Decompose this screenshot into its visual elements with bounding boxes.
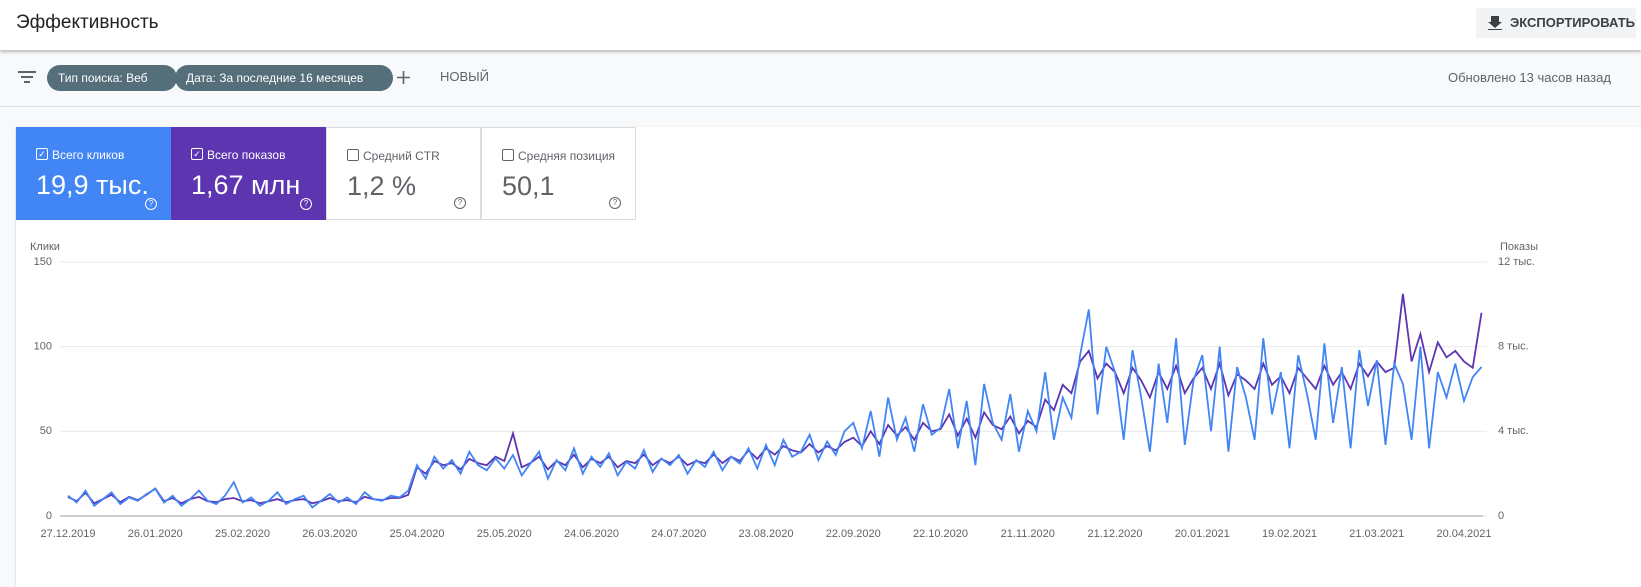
metric-label: Всего показов <box>207 148 286 162</box>
x-tick-label: 24.07.2020 <box>651 528 706 540</box>
page-title: Эффективность <box>16 12 159 33</box>
y2-tick-label: 4 тыс. <box>1498 425 1529 437</box>
x-tick-label: 20.04.2021 <box>1436 528 1491 540</box>
y-tick-label: 50 <box>40 425 52 437</box>
filter-chip[interactable]: Тип поиска: Веб <box>47 65 178 91</box>
x-tick-label: 25.05.2020 <box>477 528 532 540</box>
metric-label: Всего кликов <box>52 148 125 162</box>
help-icon: ? <box>145 198 157 210</box>
top-bar: Эффективность ЭКСПОРТИРОВАТЬ <box>0 0 1641 50</box>
filter-icon[interactable] <box>18 71 36 85</box>
y-tick-label: 150 <box>34 256 52 268</box>
y2-tick-label: 0 <box>1498 510 1504 522</box>
export-label: ЭКСПОРТИРОВАТЬ <box>1510 15 1636 30</box>
filter-chip[interactable]: Дата: За последние 16 месяцев <box>175 65 394 91</box>
series-line <box>67 309 1483 509</box>
x-tick-label: 22.09.2020 <box>826 528 881 540</box>
x-tick-label: 26.03.2020 <box>302 528 357 540</box>
y-tick-label: 0 <box>46 510 52 522</box>
metric-value: 50,1 <box>502 171 555 201</box>
x-tick-label: 21.12.2020 <box>1087 528 1142 540</box>
help-icon: ? <box>609 197 621 209</box>
updated-note: Обновлено 13 часов назад <box>1448 70 1611 85</box>
x-tick-label: 21.03.2021 <box>1349 528 1404 540</box>
x-tick-label: 20.01.2021 <box>1175 528 1230 540</box>
metric-value: 19,9 тыс. <box>36 170 149 200</box>
series-line <box>67 293 1483 505</box>
help-icon: ? <box>454 197 466 209</box>
y2-tick-label: 12 тыс. <box>1498 256 1535 268</box>
metric-tile[interactable]: ✓ Всего кликов 19,9 тыс.? <box>16 127 171 220</box>
metric-tile[interactable]: Средний CTR 1,2 %? <box>326 127 481 220</box>
y2-axis-title: Показы <box>1500 241 1538 253</box>
metric-checkbox: ✓ <box>36 148 48 160</box>
plus-icon <box>397 71 410 84</box>
metric-label: Средний CTR <box>363 149 440 163</box>
x-tick-label: 22.10.2020 <box>913 528 968 540</box>
x-tick-label: 19.02.2021 <box>1262 528 1317 540</box>
chip-label: Дата: За последние 16 месяцев <box>186 71 364 85</box>
x-tick-label: 25.02.2020 <box>215 528 270 540</box>
y-axis-title: Клики <box>30 241 60 253</box>
help-icon: ? <box>300 198 312 210</box>
download-icon <box>1488 16 1502 30</box>
metric-checkbox: ✓ <box>191 148 203 160</box>
y-tick-label: 100 <box>34 341 52 353</box>
y2-tick-label: 8 тыс. <box>1498 341 1529 353</box>
x-tick-label: 27.12.2019 <box>40 528 95 540</box>
metric-tile[interactable]: Средняя позиция 50,1? <box>481 127 636 220</box>
x-tick-label: 21.11.2020 <box>1001 528 1055 540</box>
metric-tile[interactable]: ✓ Всего показов 1,67 млн? <box>171 127 326 220</box>
metric-checkbox <box>502 149 514 161</box>
new-filter-button[interactable]: НОВЫЙ <box>440 69 490 84</box>
x-tick-label: 26.01.2020 <box>128 528 183 540</box>
chip-label: Тип поиска: Веб <box>58 71 148 85</box>
metric-checkbox <box>347 149 359 161</box>
performance-card: ✓ Всего кликов 19,9 тыс.? ✓ Всего показов 1,6… <box>16 127 1641 587</box>
metric-label: Средняя позиция <box>518 149 616 163</box>
chart: Клики Показы 0 50 100 150 0 4 тыс. 8 тыс. 12 тыс.… <box>30 241 1538 540</box>
export-button[interactable]: ЭКСПОРТИРОВАТЬ <box>1476 8 1636 38</box>
x-tick-label: 25.04.2020 <box>389 528 444 540</box>
filter-bar: Тип поиска: Веб Дата: За последние 16 ме… <box>0 52 1641 107</box>
metric-value: 1,67 млн <box>191 170 301 200</box>
metric-value: 1,2 % <box>347 171 417 201</box>
x-tick-label: 24.06.2020 <box>564 528 619 540</box>
x-tick-label: 23.08.2020 <box>738 528 793 540</box>
